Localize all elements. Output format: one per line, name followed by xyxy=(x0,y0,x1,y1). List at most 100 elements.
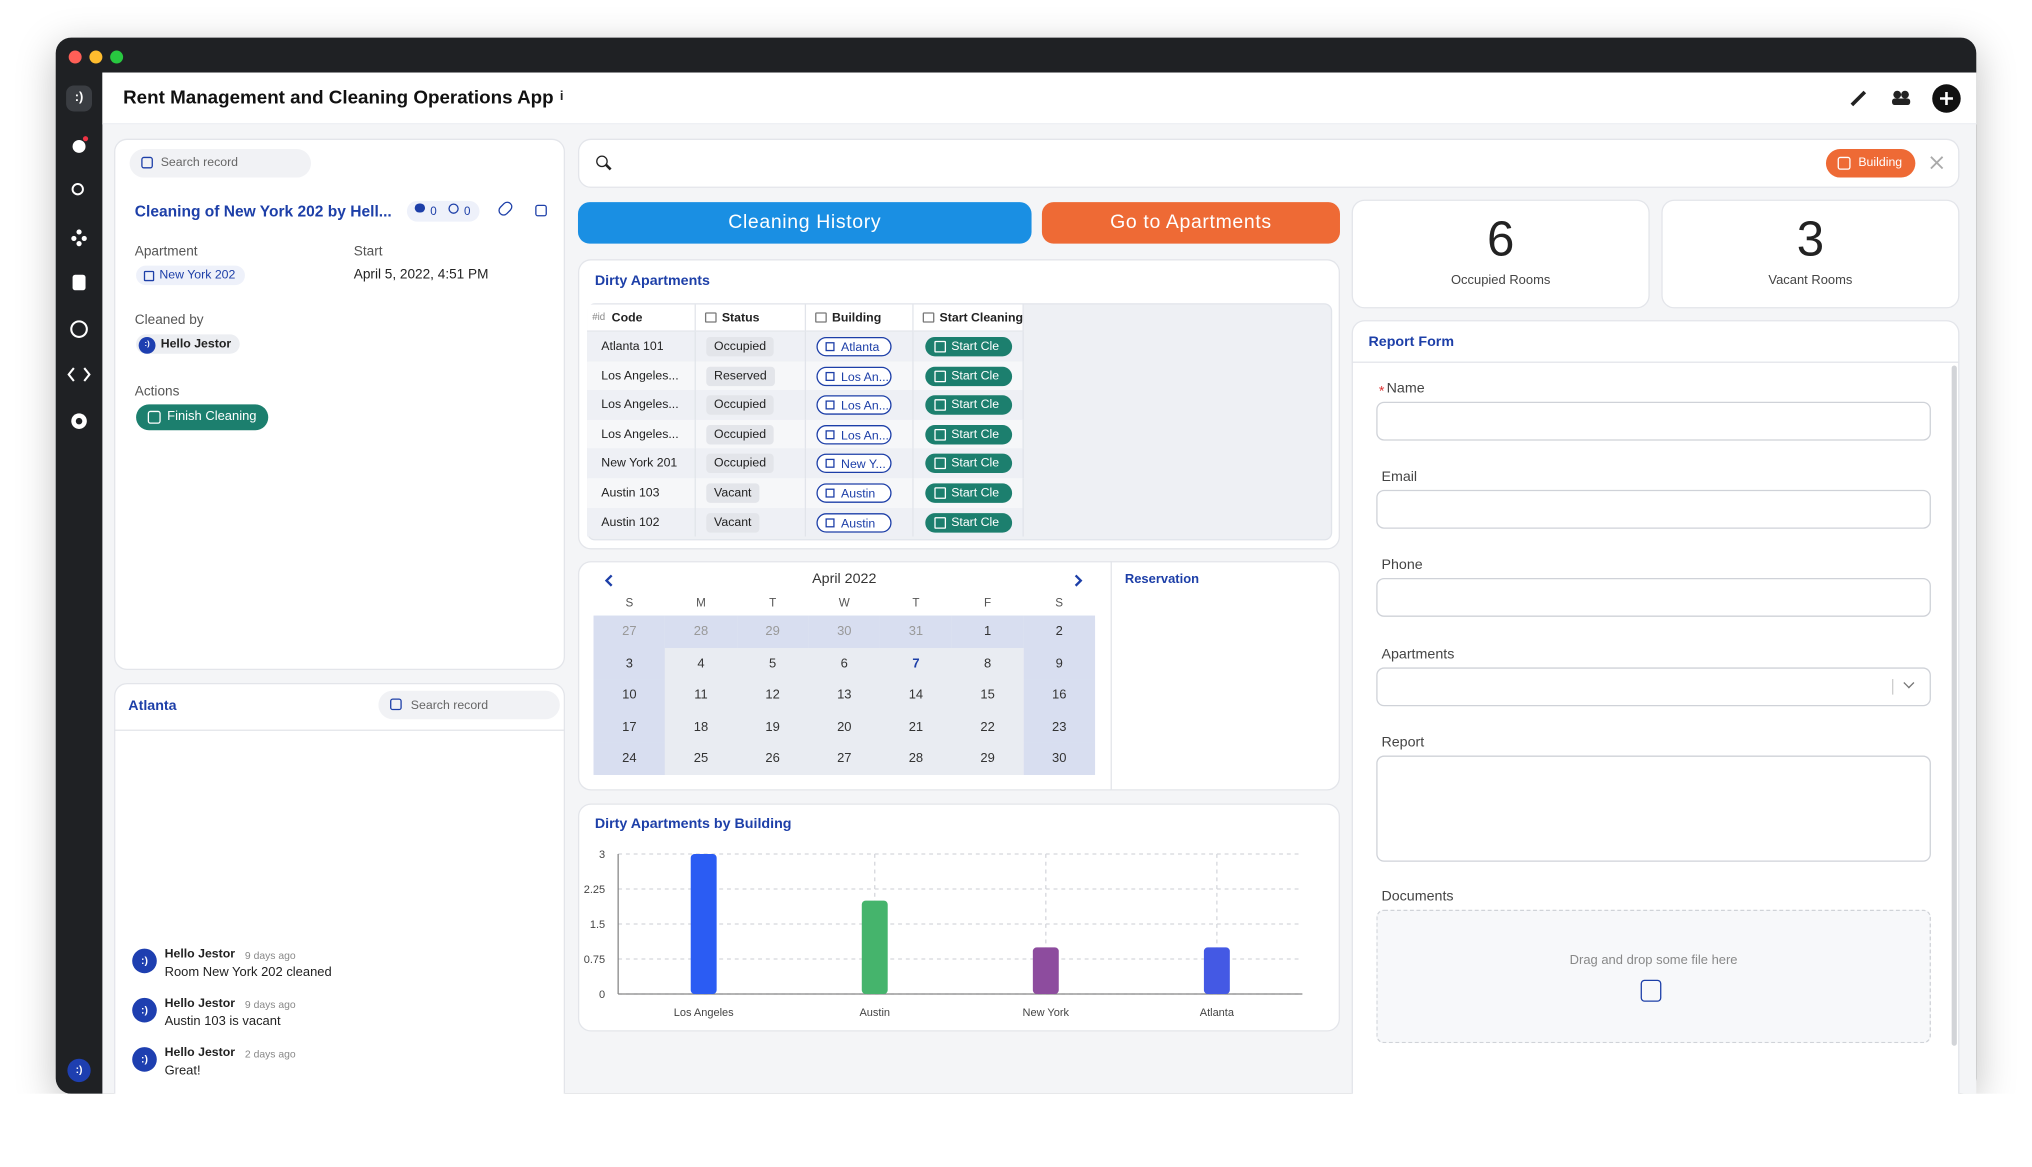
day-cell[interactable] xyxy=(1023,711,1096,744)
icon-users[interactable] xyxy=(71,183,84,196)
go-to-apartments-button[interactable]: Go to Apartments xyxy=(1041,202,1340,244)
day-number: 30 xyxy=(1052,752,1067,767)
header-actions xyxy=(1850,84,1961,113)
day-number: 18 xyxy=(693,720,709,735)
y-tick-label: 2.25 xyxy=(584,884,605,896)
upload-icon[interactable] xyxy=(1640,979,1662,1002)
input[interactable] xyxy=(1376,577,1931,617)
add-icon xyxy=(1939,92,1953,105)
table-view-icon[interactable] xyxy=(535,204,547,217)
building-link[interactable]: New Y... xyxy=(816,454,892,474)
dropzone[interactable] xyxy=(1376,909,1931,1044)
day-cell[interactable] xyxy=(951,615,1024,648)
comment-icon xyxy=(414,203,426,213)
start-cleaning-button[interactable]: Start Cle xyxy=(925,336,1013,357)
building-link[interactable]: Austin xyxy=(816,483,892,503)
close-dot[interactable] xyxy=(68,50,82,64)
day-number: 29 xyxy=(765,624,780,639)
building-link[interactable]: Austin xyxy=(816,512,892,533)
table-icon xyxy=(934,370,947,382)
start-cleaning-button[interactable]: Start Cle xyxy=(925,454,1013,474)
day-cell[interactable] xyxy=(1023,743,1096,775)
icon-code[interactable] xyxy=(67,367,91,382)
day-number: 9 xyxy=(1055,656,1063,671)
day-cell[interactable] xyxy=(1023,615,1096,648)
day-number: 2 xyxy=(1055,624,1063,639)
divider xyxy=(1351,361,1960,363)
day-cell[interactable] xyxy=(1023,647,1096,680)
prev-month[interactable] xyxy=(604,574,613,587)
day-cell[interactable] xyxy=(593,743,666,775)
input[interactable] xyxy=(1376,401,1931,441)
bar-chart: 0 0.75 1.5 2.25 3 Los Angeles Austin New York At… xyxy=(584,849,1303,1019)
day-number: 26 xyxy=(765,752,780,767)
edit-icon[interactable] xyxy=(1850,90,1867,107)
stat-card xyxy=(1661,199,1960,309)
icon-plant[interactable] xyxy=(72,274,86,291)
feed-search[interactable]: Search record xyxy=(378,690,560,720)
day-cell[interactable] xyxy=(665,615,737,648)
day-number: 5 xyxy=(769,656,777,671)
cleaned-by-chip[interactable]: Hello Jestor xyxy=(136,334,241,354)
team-icon[interactable] xyxy=(1892,90,1911,105)
clear-filter[interactable] xyxy=(1930,156,1944,170)
day-cell[interactable] xyxy=(808,615,881,648)
day-number: 28 xyxy=(693,624,709,639)
table-icon xyxy=(934,428,947,441)
icon-apps[interactable] xyxy=(71,229,87,247)
day-number: 8 xyxy=(983,656,992,671)
message-text: Austin 103 is vacant xyxy=(164,1014,281,1029)
building-link[interactable]: Los An... xyxy=(816,366,892,386)
finish-cleaning-button[interactable]: Finish Cleaning xyxy=(136,404,269,431)
apartment-link[interactable]: New York 202 xyxy=(136,265,245,286)
required-mark: * xyxy=(1378,383,1385,400)
start-cleaning-button[interactable]: Start Cle xyxy=(925,483,1013,503)
table-cell-bg xyxy=(587,419,696,449)
minimize-dot[interactable] xyxy=(89,50,103,64)
link-out-icon xyxy=(825,429,835,440)
cleaning-history-button[interactable]: Cleaning History xyxy=(577,202,1032,244)
start-cleaning-button[interactable]: Start Cle xyxy=(925,512,1013,533)
header-cell xyxy=(587,304,696,332)
x-tick-label: Austin xyxy=(859,1007,890,1019)
search-bar[interactable] xyxy=(577,138,1960,188)
icon-fire[interactable] xyxy=(72,139,86,153)
y-tick-label: 3 xyxy=(599,849,605,861)
info-icon[interactable]: i xyxy=(559,89,564,104)
input[interactable] xyxy=(1376,489,1931,529)
field-label: Name xyxy=(1386,381,1425,397)
record-search[interactable]: Search record xyxy=(129,149,312,178)
building-filter[interactable]: Building xyxy=(1825,149,1916,178)
day-number: 30 xyxy=(837,624,852,639)
building-link[interactable]: Atlanta xyxy=(816,336,892,357)
day-number: 19 xyxy=(765,720,780,735)
status-pill: Reserved xyxy=(706,366,775,386)
day-cell[interactable] xyxy=(593,711,666,744)
bar xyxy=(690,854,717,994)
day-number: 12 xyxy=(765,688,780,703)
user-avatar[interactable]: :) xyxy=(67,1058,91,1083)
day-cell[interactable] xyxy=(1023,679,1096,712)
building-link[interactable]: Los An... xyxy=(816,424,892,445)
start-cleaning-button[interactable]: Start Cle xyxy=(925,366,1013,386)
day-number: 17 xyxy=(622,720,637,735)
building-link[interactable]: Los An... xyxy=(816,395,892,415)
scrollbar[interactable] xyxy=(1951,365,1957,1046)
day-cell[interactable] xyxy=(593,679,666,712)
next-month[interactable] xyxy=(1074,574,1083,587)
logo[interactable]: :) xyxy=(66,85,93,112)
day-number: 15 xyxy=(980,688,995,703)
start-cleaning-button[interactable]: Start Cle xyxy=(925,424,1013,445)
feed-title: Atlanta xyxy=(128,698,177,715)
day-cell[interactable] xyxy=(736,615,809,648)
x-tick-label: Los Angeles xyxy=(674,1007,734,1019)
start-cleaning-button[interactable]: Start Cle xyxy=(925,395,1013,415)
icon-database[interactable] xyxy=(70,320,88,338)
day-cell[interactable] xyxy=(593,615,666,648)
day-cell[interactable] xyxy=(593,647,666,680)
input[interactable] xyxy=(1376,755,1931,862)
zoom-dot[interactable] xyxy=(110,50,124,64)
status-pill: Vacant xyxy=(706,512,760,533)
input[interactable] xyxy=(1376,667,1931,707)
day-cell[interactable] xyxy=(880,615,952,648)
